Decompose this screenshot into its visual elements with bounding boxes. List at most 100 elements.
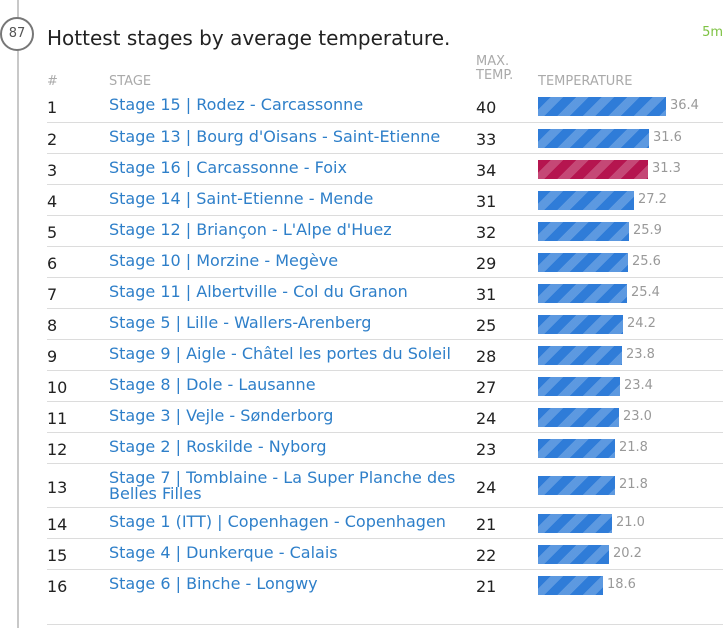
header-max-line2: TEMP. bbox=[476, 68, 514, 83]
row-rank: 13 bbox=[47, 478, 68, 497]
row-max-temp: 22 bbox=[476, 546, 497, 565]
stage-link[interactable]: Stage 4 | Dunkerque - Calais bbox=[109, 543, 338, 562]
post-number-badge: 87 bbox=[0, 17, 34, 51]
stage-link[interactable]: Stage 7 | Tomblaine - La Super Planche d… bbox=[109, 468, 456, 503]
row-max-temp: 29 bbox=[476, 254, 497, 273]
temperature-bar bbox=[538, 97, 666, 116]
stage-link[interactable]: Stage 3 | Vejle - Sønderborg bbox=[109, 406, 334, 425]
temperature-bar bbox=[538, 576, 603, 595]
timeline-line bbox=[17, 0, 19, 628]
table-row: 12 Stage 2 | Roskilde - Nyborg 23 21.8 bbox=[47, 432, 723, 463]
temperature-bar bbox=[538, 408, 619, 427]
stage-link[interactable]: Stage 1 (ITT) | Copenhagen - Copenhagen bbox=[109, 512, 446, 531]
temperature-bar bbox=[538, 129, 649, 148]
temperature-bar bbox=[538, 545, 609, 564]
temperature-value-label: 18.6 bbox=[607, 577, 636, 592]
temperature-value-label: 21.0 bbox=[616, 515, 645, 530]
table-row: 2 Stage 13 | Bourg d'Oisans - Saint-Etien… bbox=[47, 122, 723, 153]
temperature-value-label: 20.2 bbox=[613, 546, 642, 561]
row-rank: 12 bbox=[47, 440, 68, 459]
temperature-value-label: 36.4 bbox=[670, 98, 699, 113]
stage-link[interactable]: Stage 12 | Briançon - L'Alpe d'Huez bbox=[109, 220, 392, 239]
temperature-bar bbox=[538, 439, 615, 458]
temperature-bar bbox=[538, 160, 648, 179]
stage-link[interactable]: Stage 16 | Carcassonne - Foix bbox=[109, 158, 347, 177]
temperature-value-label: 25.4 bbox=[631, 285, 660, 300]
temperature-bar bbox=[538, 476, 615, 495]
table-row: 1 Stage 15 | Rodez - Carcassonne 40 36.4 bbox=[47, 91, 723, 122]
temperature-value-label: 23.0 bbox=[623, 409, 652, 424]
row-max-temp: 33 bbox=[476, 130, 497, 149]
timestamp: 5m bbox=[702, 25, 723, 40]
table-row: 15 Stage 4 | Dunkerque - Calais 22 20.2 bbox=[47, 538, 723, 569]
header-max-line1: MAX. bbox=[476, 54, 510, 69]
table-row: 13 Stage 7 | Tomblaine - La Super Planche… bbox=[47, 463, 723, 507]
temperature-bar bbox=[538, 284, 627, 303]
temperature-value-label: 31.3 bbox=[652, 161, 681, 176]
row-rank: 16 bbox=[47, 577, 68, 596]
temperature-value-label: 24.2 bbox=[627, 316, 656, 331]
row-rank: 8 bbox=[47, 316, 58, 335]
stage-link[interactable]: Stage 10 | Morzine - Megève bbox=[109, 251, 339, 270]
row-max-temp: 25 bbox=[476, 316, 497, 335]
temperature-value-label: 21.8 bbox=[619, 477, 648, 492]
row-rank: 5 bbox=[47, 223, 58, 242]
row-max-temp: 40 bbox=[476, 98, 497, 117]
row-max-temp: 28 bbox=[476, 347, 497, 366]
temperature-bar bbox=[538, 222, 629, 241]
row-rank: 9 bbox=[47, 347, 58, 366]
temperature-value-label: 21.8 bbox=[619, 440, 648, 455]
row-rank: 2 bbox=[47, 130, 58, 149]
row-rank: 6 bbox=[47, 254, 58, 273]
row-max-temp: 23 bbox=[476, 440, 497, 459]
table-row: 11 Stage 3 | Vejle - Sønderborg 24 23.0 bbox=[47, 401, 723, 432]
header-max-temp: MAX. TEMP. bbox=[476, 55, 526, 83]
stage-link[interactable]: Stage 15 | Rodez - Carcassonne bbox=[109, 95, 364, 114]
temperature-bar bbox=[538, 191, 634, 210]
stage-link[interactable]: Stage 8 | Dole - Lausanne bbox=[109, 375, 316, 394]
row-rank: 7 bbox=[47, 285, 58, 304]
table-row: 4 Stage 14 | Saint-Etienne - Mende 31 27.2 bbox=[47, 184, 723, 215]
table-row: 7 Stage 11 | Albertville - Col du Granon 3… bbox=[47, 277, 723, 308]
row-max-temp: 34 bbox=[476, 161, 497, 180]
stage-link[interactable]: Stage 11 | Albertville - Col du Granon bbox=[109, 282, 408, 301]
stage-link[interactable]: Stage 9 | Aigle - Châtel les portes du S… bbox=[109, 344, 451, 363]
header-rank: # bbox=[47, 74, 58, 89]
temperature-value-label: 23.8 bbox=[626, 347, 655, 362]
row-max-temp: 21 bbox=[476, 515, 497, 534]
table-row: 16 Stage 6 | Binche - Longwy 21 18.6 bbox=[47, 569, 723, 600]
table-row: 10 Stage 8 | Dole - Lausanne 27 23.4 bbox=[47, 370, 723, 401]
header-stage: STAGE bbox=[109, 74, 152, 89]
row-rank: 4 bbox=[47, 192, 58, 211]
temperature-value-label: 27.2 bbox=[638, 192, 667, 207]
stage-link[interactable]: Stage 13 | Bourg d'Oisans - Saint-Etienn… bbox=[109, 127, 441, 146]
temperature-bar bbox=[538, 346, 622, 365]
row-max-temp: 31 bbox=[476, 192, 497, 211]
stage-link[interactable]: Stage 2 | Roskilde - Nyborg bbox=[109, 437, 327, 456]
temperature-bar bbox=[538, 315, 623, 334]
row-max-temp: 24 bbox=[476, 478, 497, 497]
row-max-temp: 21 bbox=[476, 577, 497, 596]
temperature-value-label: 25.6 bbox=[632, 254, 661, 269]
row-max-temp: 32 bbox=[476, 223, 497, 242]
table-row: 3 Stage 16 | Carcassonne - Foix 34 31.3 bbox=[47, 153, 723, 184]
temperature-value-label: 25.9 bbox=[633, 223, 662, 238]
row-max-temp: 31 bbox=[476, 285, 497, 304]
temperature-bar bbox=[538, 253, 628, 272]
row-rank: 11 bbox=[47, 409, 68, 428]
table-row: 14 Stage 1 (ITT) | Copenhagen - Copenhage… bbox=[47, 507, 723, 538]
page-title: Hottest stages by average temperature. bbox=[47, 26, 451, 50]
stage-link[interactable]: Stage 5 | Lille - Wallers-Arenberg bbox=[109, 313, 372, 332]
table-header: # STAGE MAX. TEMP. TEMPERATURE bbox=[47, 55, 723, 90]
temperature-value-label: 31.6 bbox=[653, 130, 682, 145]
stage-link[interactable]: Stage 14 | Saint-Etienne - Mende bbox=[109, 189, 374, 208]
row-rank: 3 bbox=[47, 161, 58, 180]
table-row: 9 Stage 9 | Aigle - Châtel les portes du … bbox=[47, 339, 723, 370]
table-row: 5 Stage 12 | Briançon - L'Alpe d'Huez 32 25… bbox=[47, 215, 723, 246]
table-row: 6 Stage 10 | Morzine - Megève 29 25.6 bbox=[47, 246, 723, 277]
row-rank: 14 bbox=[47, 515, 68, 534]
row-max-temp: 27 bbox=[476, 378, 497, 397]
row-max-temp: 24 bbox=[476, 409, 497, 428]
stage-link[interactable]: Stage 6 | Binche - Longwy bbox=[109, 574, 318, 593]
row-rank: 1 bbox=[47, 98, 58, 117]
